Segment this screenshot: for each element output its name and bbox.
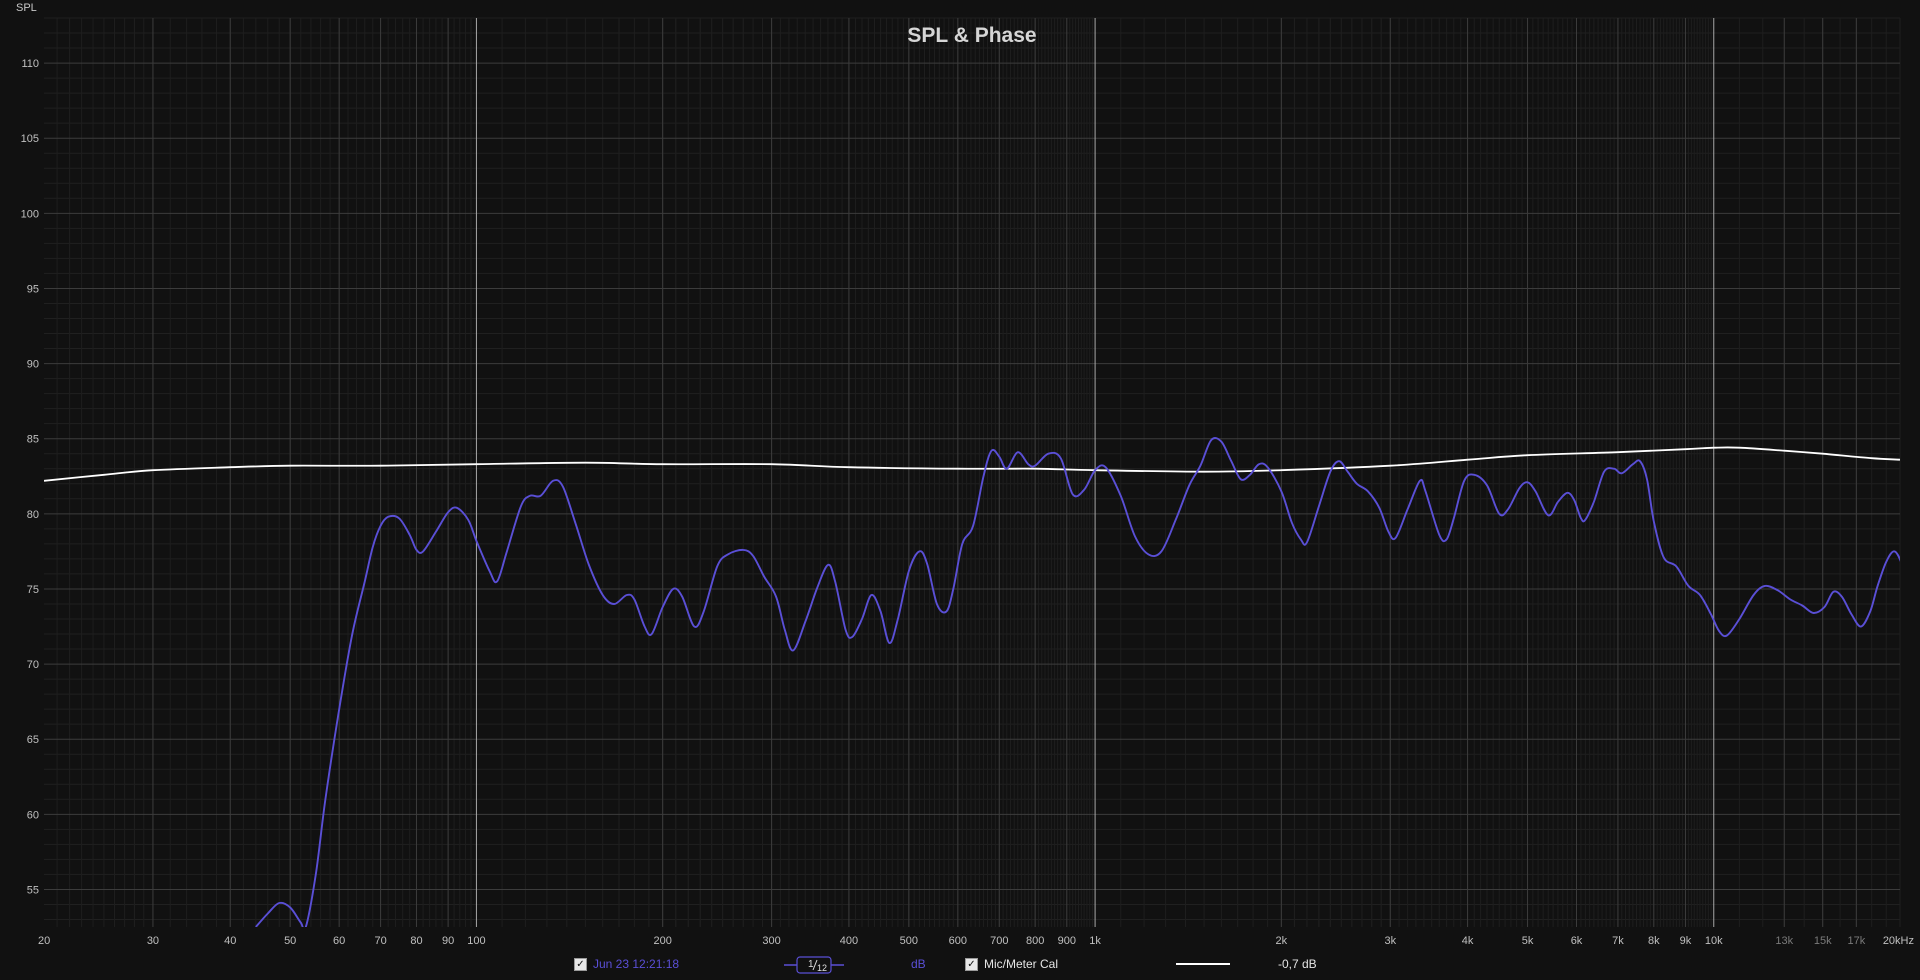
x-tick-label: 10k (1705, 935, 1723, 947)
x-tick-label: 8k (1648, 935, 1660, 947)
x-tick-label: 7k (1612, 935, 1624, 947)
legend-cal-value-item: -0,7 dB (1278, 952, 1317, 976)
x-tick-label: 900 (1058, 935, 1076, 947)
cal-label[interactable]: Mic/Meter Cal (984, 957, 1059, 971)
y-axis-label: SPL (16, 2, 37, 14)
series-line-measurement (255, 437, 1900, 927)
series-group (44, 437, 1900, 927)
x-tick-label: 500 (900, 935, 918, 947)
y-tick-label: 55 (27, 884, 39, 896)
y-tick-label: 110 (21, 58, 39, 70)
y-tick-label: 105 (21, 133, 39, 145)
x-tick-label: 2k (1276, 935, 1288, 947)
y-tick-labels: 55 60 65 70 75 80 85 90 95 100 105 110 (21, 58, 39, 896)
plot-background (44, 18, 1900, 927)
y-tick-label: 60 (27, 809, 39, 821)
x-tick-label: 9k (1680, 935, 1692, 947)
x-tick-label: 15k (1814, 935, 1832, 947)
x-tick-label: 20kHz (1883, 935, 1914, 947)
x-tick-label: 50 (284, 935, 296, 947)
y-tick-label: 90 (27, 359, 39, 371)
x-tick-label: 4k (1462, 935, 1474, 947)
x-tick-label: 5k (1522, 935, 1534, 947)
y-tick-label: 75 (27, 584, 39, 596)
x-tick-label: 800 (1026, 935, 1044, 947)
x-tick-label: 90 (442, 935, 454, 947)
x-tick-labels: 20 30 40 50 60 70 80 90 100 200 300 400 500 600 700 800… (38, 935, 1914, 947)
y-tick-label: 100 (21, 208, 39, 220)
legend-cal-line-item (1176, 952, 1230, 976)
x-tick-label: 20 (38, 935, 50, 947)
x-tick-label: 300 (762, 935, 780, 947)
y-tick-label: 65 (27, 734, 39, 746)
y-tick-label: 70 (27, 659, 39, 671)
x-tick-label: 200 (653, 935, 671, 947)
x-tick-label: 1k (1089, 935, 1101, 947)
cal-checkbox[interactable]: ✓ (965, 957, 978, 971)
y-tick-label: 95 (27, 283, 39, 295)
date-checkbox[interactable]: ✓ (574, 957, 587, 971)
x-tick-label: 80 (410, 935, 422, 947)
cal-line-swatch (1176, 963, 1230, 965)
x-tick-label: 3k (1384, 935, 1396, 947)
smoothing-denominator: 12 (817, 963, 827, 973)
grid-major (44, 18, 1900, 927)
smoothing-numerator: 1 (808, 959, 814, 970)
legend-cal-item: ✓ Mic/Meter Cal (965, 952, 1058, 976)
x-tick-label: 40 (224, 935, 236, 947)
y-tick-label: 80 (27, 509, 39, 521)
legend-unit-item: dB (911, 952, 926, 976)
measurement-date-label[interactable]: Jun 23 12:21:18 (593, 957, 680, 971)
x-tick-label: 600 (949, 935, 967, 947)
smoothing-indicator[interactable]: 1 12 (784, 955, 844, 975)
series-line-mic-cal (44, 446, 1900, 482)
x-tick-label: 13k (1775, 935, 1793, 947)
cal-value[interactable]: -0,7 dB (1278, 957, 1317, 971)
x-tick-label: 70 (374, 935, 386, 947)
y-tick-label: 85 (27, 434, 39, 446)
x-tick-label: 17k (1847, 935, 1865, 947)
x-tick-label: 700 (990, 935, 1008, 947)
chart-title: SPL & Phase (907, 24, 1036, 47)
legend-date-item: ✓ Jun 23 12:21:18 (574, 952, 679, 976)
x-tick-label: 60 (333, 935, 345, 947)
x-tick-label: 30 (147, 935, 159, 947)
x-tick-label: 100 (467, 935, 485, 947)
spl-chart: 55 60 65 70 75 80 85 90 95 100 105 110 20 30 40 50 60 70… (16, 2, 1914, 947)
x-tick-label: 400 (840, 935, 858, 947)
x-tick-label: 6k (1571, 935, 1583, 947)
unit-label[interactable]: dB (911, 957, 926, 971)
